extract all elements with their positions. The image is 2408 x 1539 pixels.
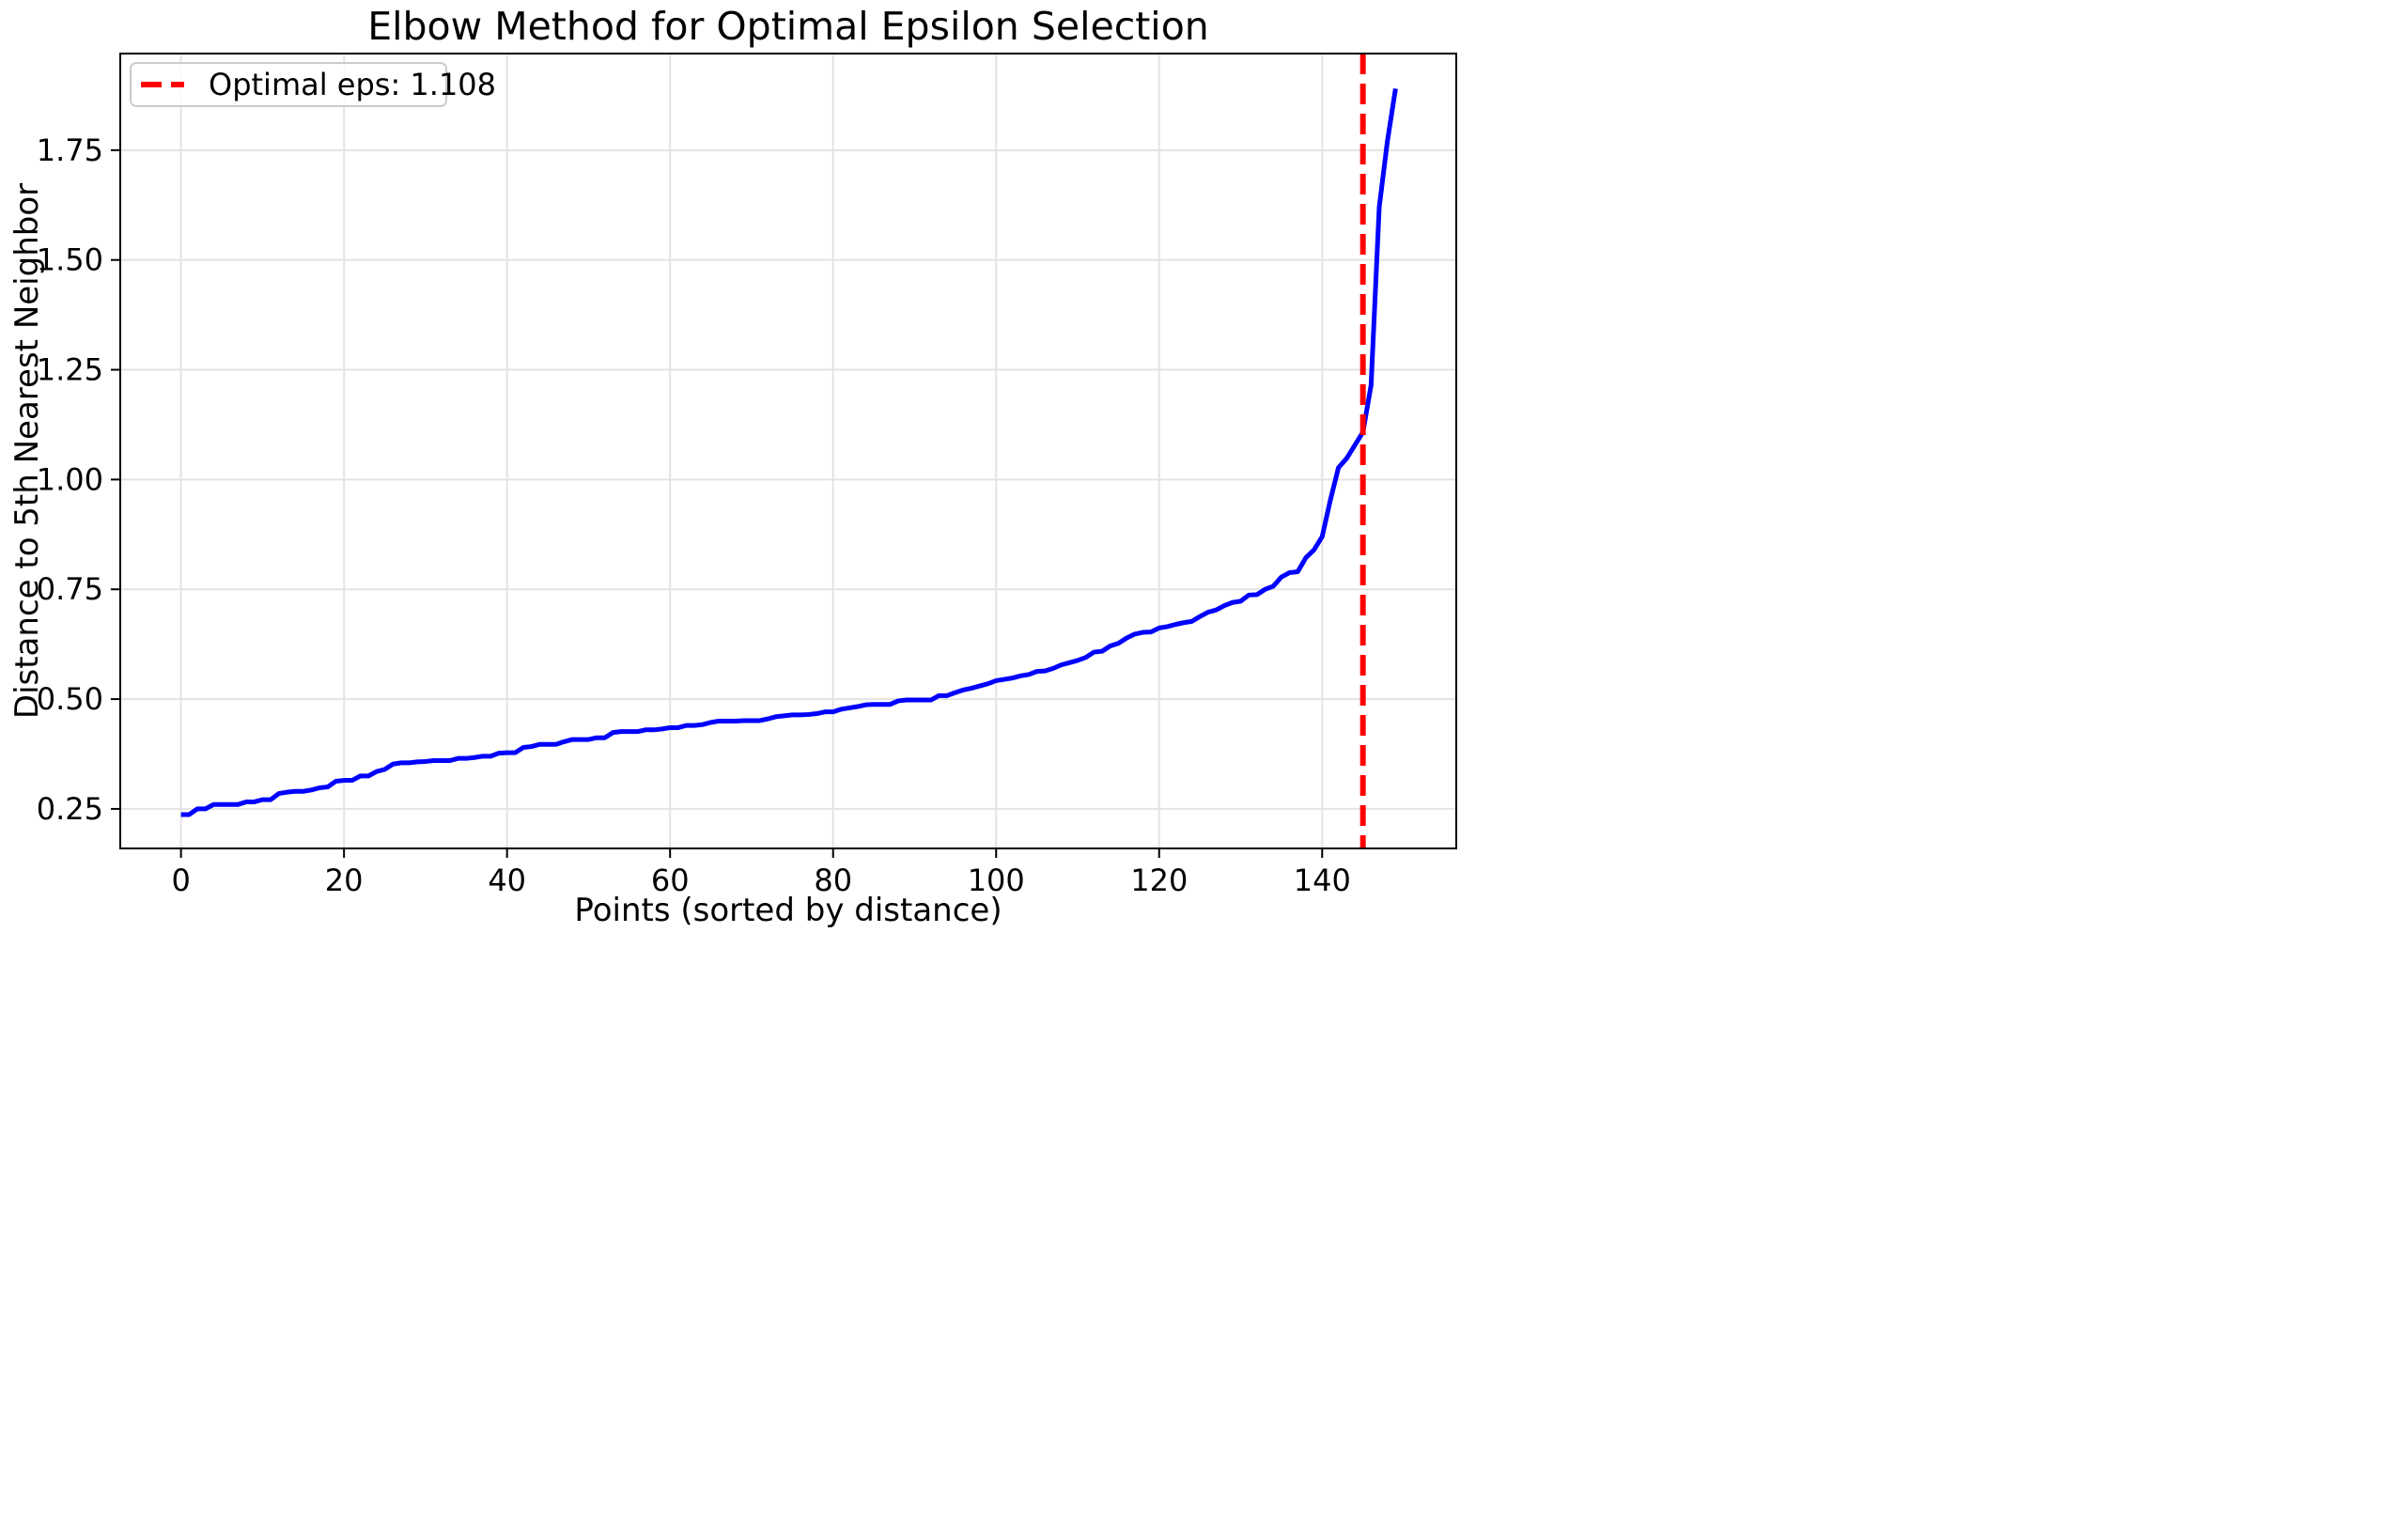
- y-axis-ticks: 0.25 0.50 0.75 1.00 1.25 1.50 1.75: [37, 132, 120, 827]
- y-tick-label: 1.00: [37, 461, 103, 497]
- grid-lines: [120, 54, 1456, 848]
- plot-area: [180, 54, 1398, 848]
- legend-box: [130, 62, 447, 107]
- x-axis-label: Points (sorted by distance): [574, 892, 1002, 929]
- x-axis-ticks: 0 20 40 60 80 100 120 140: [171, 848, 1351, 898]
- y-tick-label: 0.75: [37, 571, 103, 607]
- x-tick-label: 40: [488, 863, 526, 898]
- y-tick-label: 1.25: [37, 352, 103, 388]
- y-tick-label: 1.75: [37, 132, 103, 168]
- axes-frame: [119, 53, 1457, 849]
- y-tick-label: 1.50: [37, 242, 103, 278]
- y-axis-label: Distance to 5th Nearest Neighbor: [8, 183, 46, 719]
- chart-title: Elbow Method for Optimal Epsilon Selecti…: [367, 4, 1209, 49]
- x-tick-label: 100: [968, 863, 1025, 898]
- x-tick-label: 20: [325, 863, 364, 898]
- axes: 0 20 40 60 80 100 120 140 0.25 0.50 0.75 1.00 1.25 1…: [37, 53, 1457, 898]
- x-tick-label: 120: [1130, 863, 1188, 898]
- x-tick-label: 60: [651, 863, 690, 898]
- y-tick-label: 0.50: [37, 681, 103, 717]
- distance-curve-line: [180, 88, 1398, 817]
- legend-label-optimal-eps: Optimal eps: 1.108: [209, 67, 496, 102]
- x-tick-label: 140: [1294, 863, 1351, 898]
- x-tick-label: 80: [814, 863, 852, 898]
- x-tick-label: 0: [171, 863, 190, 898]
- y-tick-label: 0.25: [37, 791, 103, 827]
- legend: Optimal eps: 1.108: [130, 62, 496, 107]
